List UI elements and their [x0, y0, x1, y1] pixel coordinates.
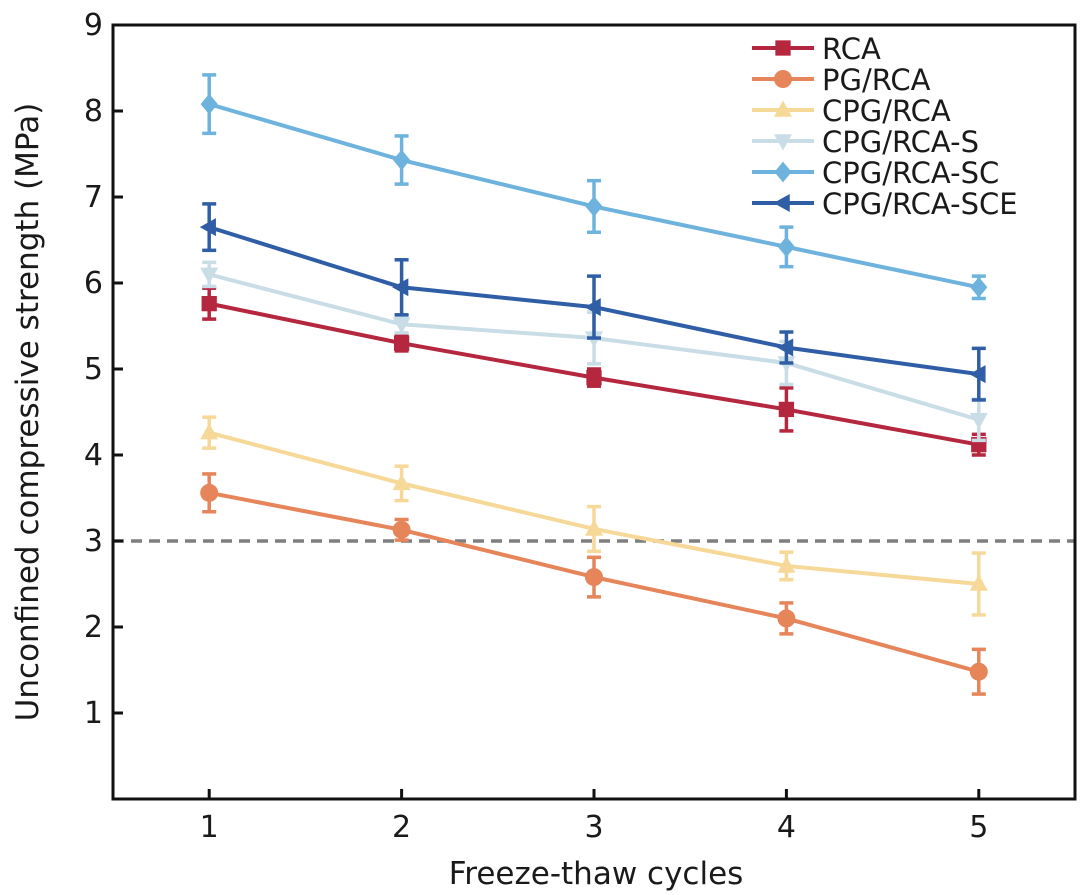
y-tick-label: 1	[84, 696, 103, 731]
legend-marker	[775, 40, 791, 56]
data-point	[200, 267, 219, 284]
data-point	[777, 236, 795, 258]
legend-item: CPG/RCA-SC	[752, 156, 999, 190]
y-tick-label: 7	[84, 180, 103, 215]
y-axis-title: Unconfined compressive strength (MPa)	[10, 103, 46, 722]
data-point	[393, 149, 411, 171]
legend-item: RCA	[752, 32, 881, 66]
legend-label: CPG/RCA-SCE	[822, 187, 1018, 221]
legend-label: CPG/RCA-SC	[822, 156, 999, 190]
y-tick-label: 5	[84, 352, 103, 387]
legend-label: PG/RCA	[822, 63, 931, 97]
legend-marker	[774, 100, 792, 117]
legend-marker	[773, 194, 790, 212]
data-point	[392, 473, 411, 491]
x-tick-label: 2	[392, 810, 411, 845]
series-cpg-rca-sce	[199, 202, 986, 402]
data-point	[392, 317, 411, 334]
x-axis-title: Freeze-thaw cycles	[449, 856, 744, 892]
data-point	[776, 338, 794, 357]
legend-item: CPG/RCA-SCE	[752, 187, 1018, 221]
data-point	[969, 412, 988, 430]
data-point	[969, 365, 986, 384]
legend-marker	[774, 161, 792, 183]
data-point	[392, 520, 411, 539]
data-point	[969, 662, 988, 681]
data-point	[585, 568, 603, 587]
x-tick-label: 5	[969, 810, 988, 845]
y-tick-label: 4	[84, 438, 103, 473]
data-point	[777, 556, 796, 573]
data-point	[778, 401, 795, 418]
y-tick-label: 6	[84, 266, 103, 301]
data-point	[585, 519, 603, 536]
legend-label: RCA	[822, 32, 881, 66]
data-point	[777, 609, 796, 628]
data-point	[969, 574, 988, 591]
y-tick-label: 9	[84, 8, 103, 43]
legend-item: CPG/RCA	[752, 94, 951, 128]
data-point	[200, 93, 218, 115]
data-point	[200, 483, 219, 502]
data-point	[392, 278, 409, 297]
data-point	[585, 196, 603, 217]
y-tick-label: 3	[84, 524, 103, 559]
legend-item: PG/RCA	[752, 63, 931, 97]
series-rca	[201, 286, 987, 457]
data-point	[586, 369, 602, 386]
legend-marker	[774, 70, 792, 88]
data-point	[201, 295, 217, 312]
plot-layer	[113, 73, 1075, 696]
data-point	[584, 298, 601, 317]
data-point	[199, 218, 216, 237]
legend-marker	[774, 134, 792, 151]
axes-layer: 1 2 3 4 5 1 2 3 4 5 6 7 8 9	[84, 8, 1077, 845]
legend: RCAPG/RCACPG/RCACPG/RCA-SCPG/RCA-SCCPG/R…	[752, 32, 1018, 221]
series-cpg-rca	[200, 415, 988, 617]
series-cpg-rca-sc	[200, 73, 988, 301]
legend-label: CPG/RCA	[822, 94, 951, 128]
data-point	[393, 335, 410, 351]
legend-item: CPG/RCA-S	[752, 125, 979, 159]
data-point	[970, 276, 988, 298]
x-tick-label: 4	[777, 810, 796, 845]
y-tick-label: 8	[84, 94, 103, 129]
x-tick-label: 1	[200, 810, 219, 845]
x-tick-label: 3	[584, 810, 603, 845]
legend-label: CPG/RCA-S	[822, 125, 979, 159]
y-tick-label: 2	[84, 610, 103, 645]
series-pg-rca	[200, 472, 988, 696]
data-point	[200, 423, 219, 440]
